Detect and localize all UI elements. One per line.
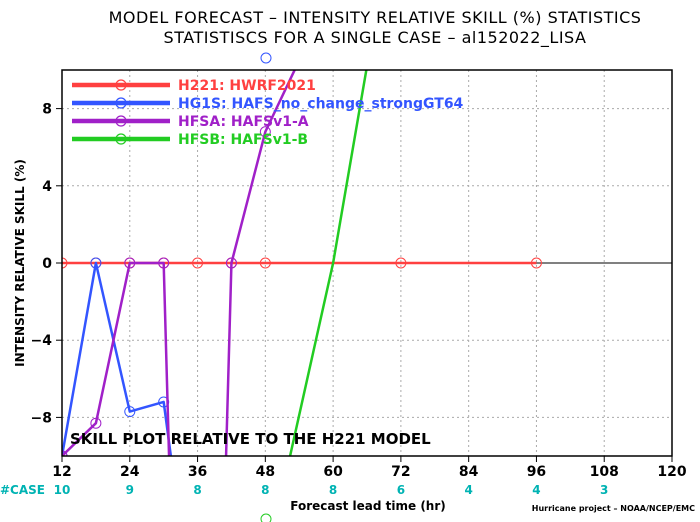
x-axis-label: Forecast lead time (hr) [290, 499, 446, 513]
case-count: 8 [193, 483, 201, 497]
x-tick-label: 72 [391, 464, 410, 480]
y-tick-label: 8 [42, 102, 52, 118]
case-count: 10 [54, 483, 71, 497]
legend-label-hfsa: HFSA: HAFSv1-A [178, 114, 309, 130]
x-tick-label: 24 [120, 464, 140, 480]
series-point-hfsa [259, 126, 271, 138]
x-tick-label: 96 [527, 464, 546, 480]
legend-label-hg1s: HG1S: HAFS_no_change_strongGT64 [178, 96, 464, 112]
x-tick-label: 12 [52, 464, 71, 480]
series-point-hfsa [158, 257, 170, 269]
y-tick-label: −8 [31, 410, 52, 426]
case-count: 8 [329, 483, 337, 497]
case-count: 9 [126, 483, 134, 497]
case-count: 6 [397, 483, 405, 497]
series-point-hfsa [225, 257, 237, 269]
series-point-h221 [530, 257, 542, 269]
legend-marker-hg1s [115, 97, 127, 109]
series-point-h221 [62, 257, 68, 269]
series-point-hg1s [124, 406, 136, 418]
x-tick-label: 108 [590, 464, 619, 480]
case-count: 8 [261, 483, 269, 497]
series-point-h221 [395, 257, 407, 269]
series-line-hfsa [62, 70, 297, 456]
series-point-h221 [259, 257, 271, 269]
chart-title: MODEL FORECAST – INTENSITY RELATIVE SKIL… [109, 8, 642, 27]
legend-label-hfsb: HFSB: HAFSv1-B [178, 132, 308, 148]
bottom-marker-circle [260, 513, 272, 522]
case-count: 3 [600, 483, 608, 497]
chart-subtitle: STATISTISCS FOR A SINGLE CASE – al152022… [164, 28, 587, 48]
legend: H221: HWRF2021 HG1S: HAFS_no_change_stron… [72, 78, 464, 148]
y-tick-label: 4 [42, 179, 52, 195]
x-tick-label: 120 [657, 464, 686, 480]
top-marker-circle [260, 52, 272, 64]
case-count: 4 [464, 483, 472, 497]
legend-marker-h221 [115, 79, 127, 91]
credit-text: Hurricane project – NOAA/NCEP/EMC [532, 504, 695, 513]
x-tick-label: 48 [256, 464, 275, 480]
series-line-hg1s [62, 261, 173, 456]
series-point-hfsa [90, 417, 102, 429]
x-tick-label: 36 [188, 464, 207, 480]
case-counts: #CASE 10 9 8 8 8 6 4 4 3 [0, 483, 608, 497]
series-point-hg1s [90, 257, 102, 269]
y-tick-label: 0 [42, 256, 52, 272]
legend-marker-hfsa [115, 115, 127, 127]
y-axis-label: INTENSITY RELATIVE SKILL (%) [13, 159, 27, 367]
legend-label-h221: H221: HWRF2021 [178, 78, 316, 94]
skill-annotation: SKILL PLOT RELATIVE TO THE H221 MODEL [70, 430, 431, 448]
case-count: 4 [532, 483, 540, 497]
case-count-label: #CASE [0, 483, 45, 497]
x-tick-label: 60 [323, 464, 343, 480]
x-tick-label: 84 [459, 464, 479, 480]
series-point-hfsa [124, 257, 136, 269]
series-layer [62, 70, 542, 456]
y-tick-label: −4 [31, 333, 53, 349]
series-point-h221 [192, 257, 204, 269]
series-line-hfsb [288, 70, 368, 456]
legend-marker-hfsb [115, 133, 127, 145]
